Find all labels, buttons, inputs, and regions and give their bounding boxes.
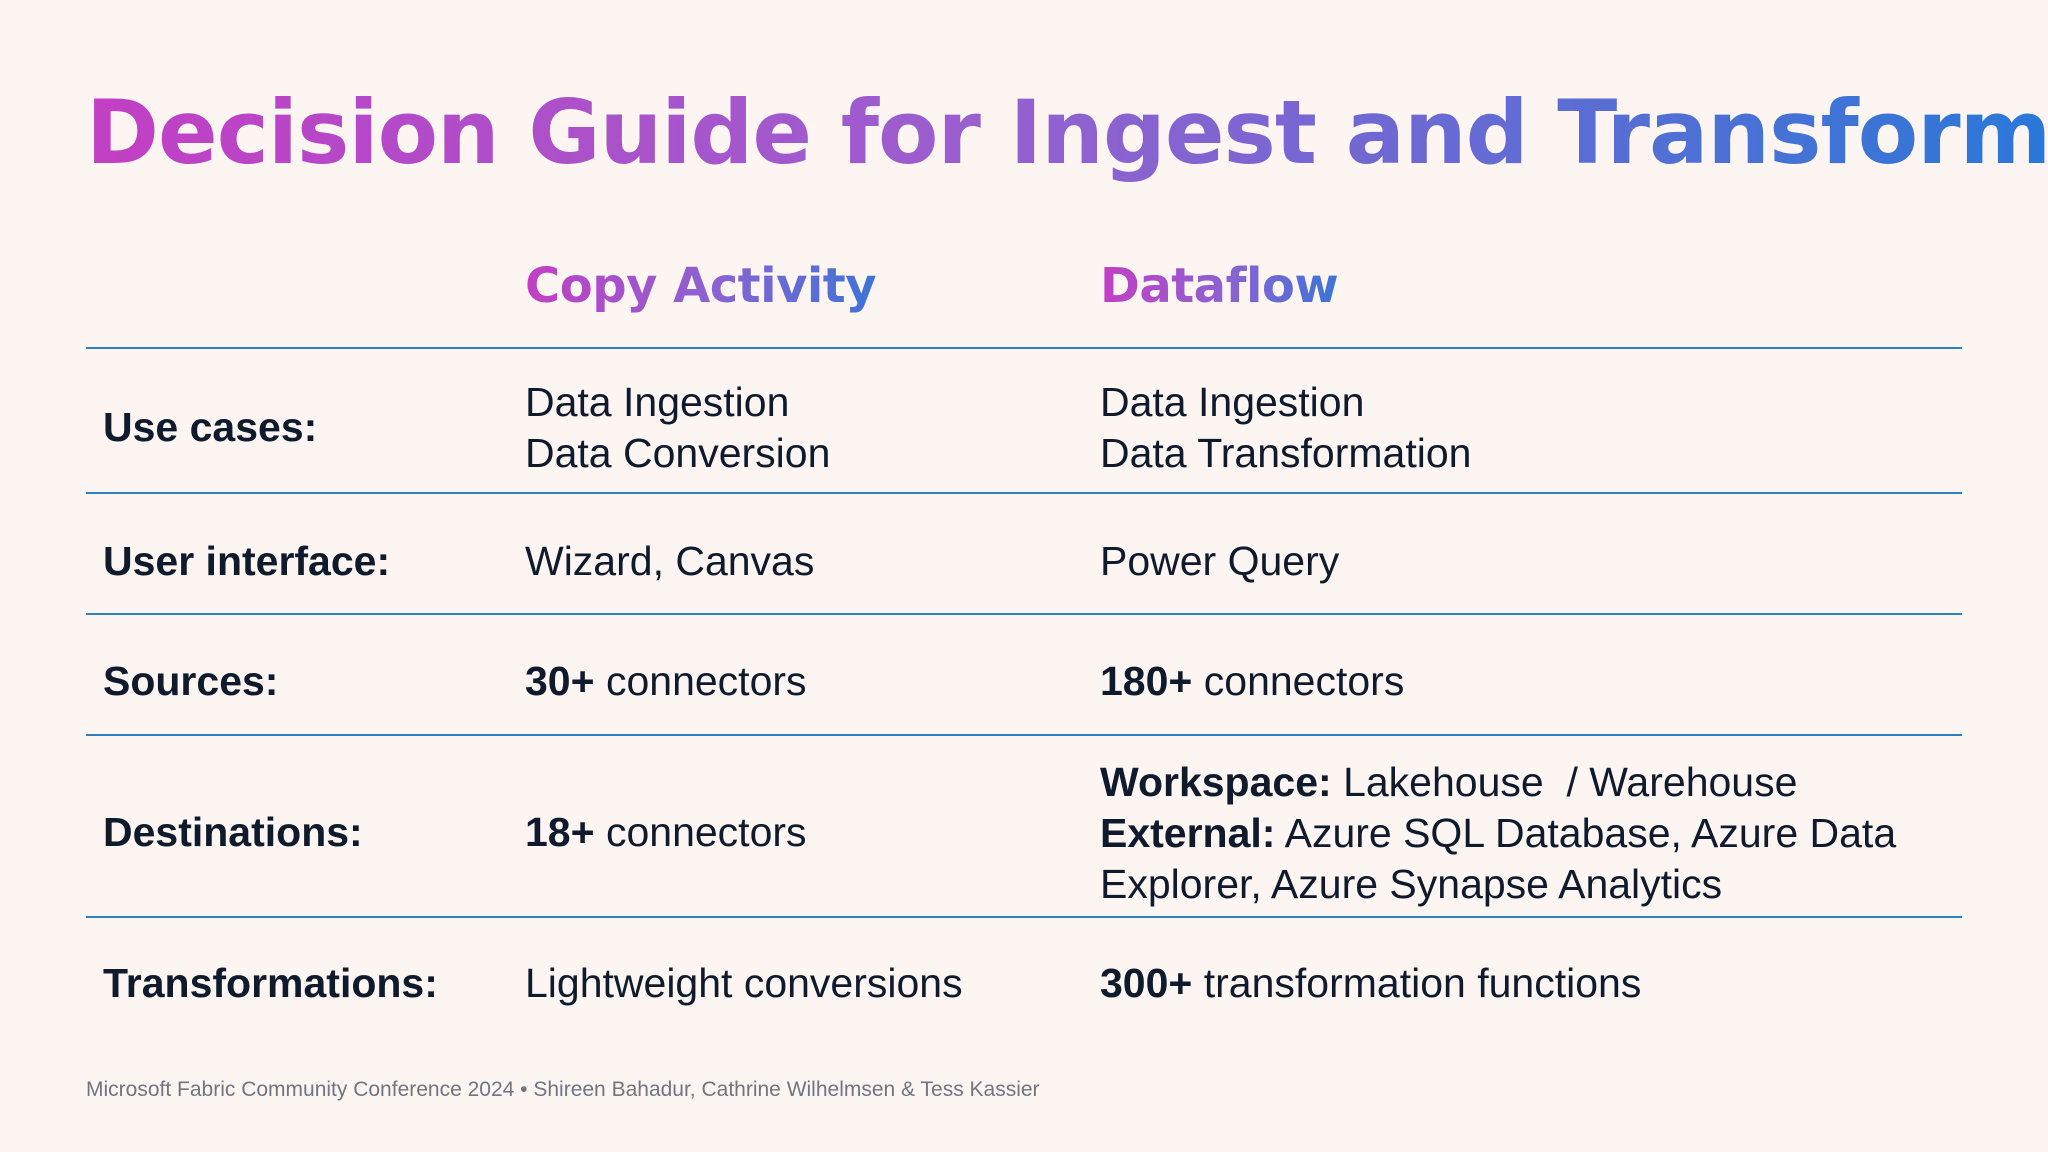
external-label: External:: [1100, 810, 1276, 856]
destinations-external-line: External: Azure SQL Database, Azure Data: [1100, 808, 1896, 859]
slide-title: Decision Guide for Ingest and Transform: [86, 84, 2048, 182]
user-interface-copy-activity: Wizard, Canvas: [525, 538, 815, 584]
user-interface-dataflow: Power Query: [1100, 538, 1340, 584]
row-label-user-interface: User interface:: [103, 538, 391, 584]
workspace-label: Workspace:: [1100, 759, 1332, 805]
destinations-text: connectors: [605, 809, 807, 855]
table-divider: [86, 916, 1962, 918]
table-divider: [86, 347, 1962, 349]
destinations-count: 18+: [525, 809, 595, 855]
table-divider: [86, 734, 1962, 736]
row-label-destinations: Destinations:: [103, 809, 363, 855]
sources-dataflow: 180+ connectors: [1100, 656, 1404, 707]
column-header-copy-activity: Copy Activity: [525, 258, 877, 314]
destinations-dataflow: Workspace: Lakehouse / Warehouse Externa…: [1100, 757, 1896, 910]
external-value-line1: Azure SQL Database, Azure Data: [1284, 810, 1897, 856]
row-label-sources: Sources:: [103, 658, 279, 704]
use-cases-copy-activity: Data Ingestion Data Conversion: [525, 377, 830, 479]
slide-footer: Microsoft Fabric Community Conference 20…: [86, 1078, 1040, 1101]
destinations-workspace-line: Workspace: Lakehouse / Warehouse: [1100, 757, 1896, 808]
destinations-external-line-continued: Explorer, Azure Synapse Analytics: [1100, 861, 1723, 907]
sources-count: 30+: [525, 658, 595, 704]
column-header-dataflow: Dataflow: [1100, 258, 1339, 314]
row-label-use-cases: Use cases:: [103, 404, 318, 450]
use-case-item: Data Transformation: [1100, 430, 1472, 476]
transformations-text: transformation functions: [1203, 960, 1642, 1006]
row-label-transformations: Transformations:: [103, 960, 438, 1006]
table-divider: [86, 613, 1962, 615]
sources-text: connectors: [605, 658, 807, 704]
transformations-dataflow: 300+ transformation functions: [1100, 958, 1641, 1009]
transformations-copy-activity: Lightweight conversions: [525, 960, 963, 1006]
sources-copy-activity: 30+ connectors: [525, 656, 807, 707]
sources-count: 180+: [1100, 658, 1193, 704]
transformations-count: 300+: [1100, 960, 1193, 1006]
table-divider: [86, 492, 1962, 494]
use-case-item: Data Ingestion: [525, 379, 790, 425]
sources-text: connectors: [1203, 658, 1405, 704]
workspace-value: Lakehouse / Warehouse: [1343, 759, 1798, 805]
use-case-item: Data Ingestion: [1100, 379, 1365, 425]
use-cases-dataflow: Data Ingestion Data Transformation: [1100, 377, 1471, 479]
use-case-item: Data Conversion: [525, 430, 831, 476]
destinations-copy-activity: 18+ connectors: [525, 807, 807, 858]
